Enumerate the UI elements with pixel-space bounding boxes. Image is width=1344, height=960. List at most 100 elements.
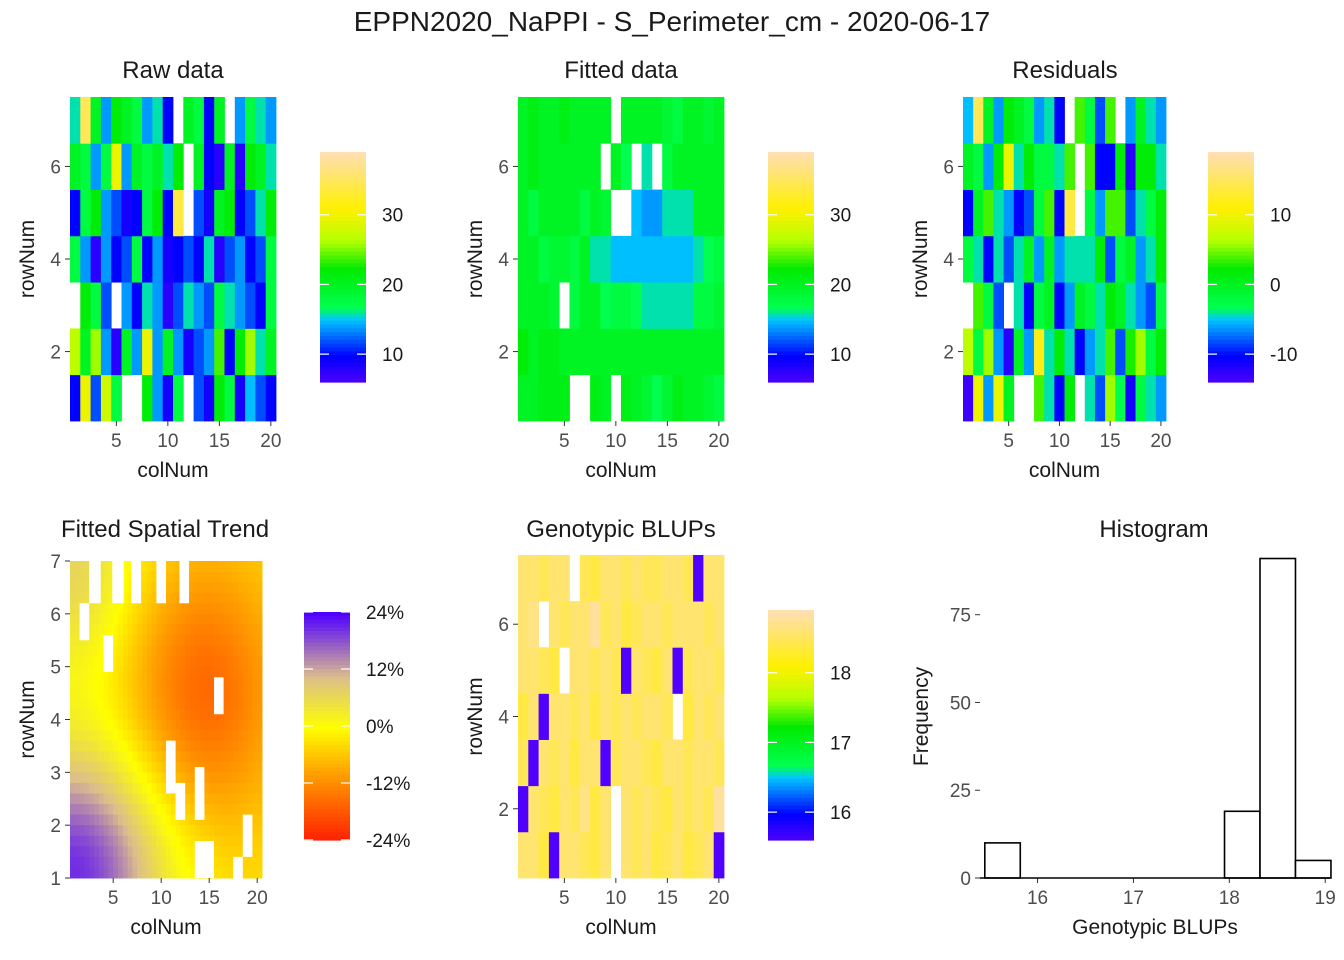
- fitted-cell: [610, 282, 622, 329]
- trend-missing-cell: [242, 814, 253, 857]
- residuals-cell: [983, 143, 994, 190]
- trend-cell: [89, 634, 95, 647]
- residuals-legend-swatch: [1208, 194, 1254, 199]
- trend-cell: [70, 772, 76, 784]
- trend-cell: [74, 624, 81, 636]
- trend-cell: [74, 571, 81, 583]
- raw-cell: [111, 235, 122, 283]
- residuals-cell: [1145, 97, 1157, 144]
- trend-legend-swatch: [304, 786, 350, 792]
- residuals-cells: [963, 97, 1167, 422]
- residuals-legend-swatch: [1208, 290, 1254, 295]
- trend-cell: [194, 656, 201, 668]
- trend-cell: [84, 804, 90, 816]
- fitted-legend-swatch: [768, 336, 814, 341]
- trend-cell: [228, 730, 234, 742]
- raw-cell: [80, 143, 91, 190]
- trend-cell: [252, 814, 258, 826]
- residuals-legend-swatch: [1208, 178, 1254, 184]
- raw-cell: [70, 97, 81, 144]
- trend-cell: [185, 835, 191, 847]
- trend-cell: [98, 856, 105, 868]
- residuals-cell: [963, 374, 974, 422]
- blups-cell: [672, 739, 684, 787]
- residuals-legend-swatch: [1208, 347, 1254, 352]
- trend-cell: [209, 730, 215, 742]
- trend-cell: [218, 867, 225, 879]
- trend-cell: [108, 571, 114, 583]
- residuals-cell: [1023, 328, 1035, 376]
- residuals-legend-swatch: [1208, 355, 1254, 360]
- residuals-cell: [1054, 235, 1065, 283]
- trend-cell: [146, 793, 153, 805]
- blups-cell: [548, 739, 560, 787]
- trend-cell: [170, 677, 177, 689]
- fitted-legend-swatch: [768, 274, 814, 280]
- trend-legend-swatch: [304, 714, 350, 719]
- trend-cell: [142, 677, 148, 689]
- trend-cell: [94, 730, 100, 742]
- trend-legend-swatch: [304, 691, 350, 697]
- residuals-cell: [1155, 143, 1167, 190]
- raw-cell: [224, 328, 236, 376]
- trend-cell: [89, 730, 95, 742]
- raw-cell: [193, 328, 205, 376]
- hist-title: Histogram: [1099, 516, 1208, 543]
- trend-cell: [204, 645, 210, 657]
- trend-cell: [137, 761, 143, 773]
- trend-cell: [142, 666, 148, 678]
- raw-ytick-label: 4: [50, 250, 61, 271]
- trend-cell: [190, 708, 196, 720]
- trend-cell: [89, 825, 95, 837]
- raw-cell: [193, 143, 205, 190]
- raw-cell: [90, 328, 102, 376]
- raw-legend-swatch: [320, 251, 366, 257]
- raw-cell: [203, 97, 215, 144]
- trend-cell: [170, 708, 177, 720]
- trend-cell: [228, 740, 234, 752]
- trend-cell: [94, 603, 100, 615]
- trend-cell: [233, 613, 239, 625]
- trend-cell: [108, 592, 114, 604]
- residuals-legend-swatch: [1208, 255, 1254, 260]
- trend-cell: [175, 751, 181, 763]
- trend-cell: [74, 867, 81, 879]
- residuals-cell: [1034, 374, 1045, 422]
- raw-cell: [152, 235, 164, 283]
- trend-cell: [175, 772, 181, 784]
- trend-cell: [161, 751, 167, 763]
- trend-cell: [70, 656, 76, 668]
- blups-cell: [693, 693, 704, 740]
- trend-cell: [79, 761, 85, 773]
- fitted-cell: [662, 282, 673, 329]
- trend-cell: [175, 571, 181, 583]
- trend-legend-swatch: [304, 783, 350, 788]
- blups-cell: [600, 555, 612, 602]
- raw-cell: [80, 189, 91, 237]
- residuals-cell: [1023, 189, 1035, 237]
- trend-cell: [252, 730, 258, 742]
- trend-missing-cell: [175, 782, 186, 820]
- trend-cell: [247, 603, 253, 615]
- trend-cell: [252, 708, 258, 720]
- blups-legend-swatch: [768, 801, 814, 807]
- trend-cell: [94, 804, 100, 816]
- blups-cell: [569, 693, 581, 740]
- trend-cell: [103, 666, 109, 678]
- raw-cell: [203, 374, 215, 422]
- blups-cell: [703, 647, 715, 694]
- trend-cell: [190, 835, 196, 847]
- residuals-legend-swatch: [1208, 263, 1254, 268]
- blups-legend-label: 16: [830, 803, 851, 824]
- trend-cell: [132, 761, 138, 773]
- trend-cell: [223, 656, 229, 668]
- blups-cell: [621, 831, 632, 879]
- trend-cell: [257, 867, 263, 879]
- residuals-cell: [1135, 189, 1147, 237]
- trend-cell: [257, 656, 263, 668]
- fitted-cell: [682, 97, 694, 144]
- trend-cell: [223, 634, 229, 647]
- trend-cell: [84, 698, 90, 710]
- trend-cell: [74, 698, 81, 710]
- trend-legend-swatch: [304, 669, 350, 674]
